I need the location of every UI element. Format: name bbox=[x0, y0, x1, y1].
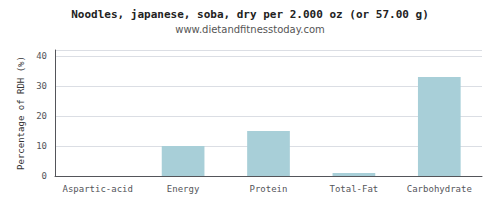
svg-text:20: 20 bbox=[36, 111, 47, 121]
svg-text:0: 0 bbox=[42, 171, 47, 181]
svg-text:40: 40 bbox=[36, 51, 47, 61]
svg-text:Aspartic-acid: Aspartic-acid bbox=[62, 184, 132, 194]
svg-text:30: 30 bbox=[36, 81, 47, 91]
svg-text:10: 10 bbox=[36, 141, 47, 151]
svg-text:Noodles, japanese, soba, dry p: Noodles, japanese, soba, dry per 2.000 o… bbox=[71, 8, 429, 21]
svg-text:Percentage of RDH (%): Percentage of RDH (%) bbox=[16, 56, 26, 170]
svg-text:Total-Fat: Total-Fat bbox=[330, 184, 379, 194]
svg-text:Energy: Energy bbox=[167, 184, 200, 194]
svg-text:Protein: Protein bbox=[250, 184, 288, 194]
svg-text:www.dietandfitnesstoday.com: www.dietandfitnesstoday.com bbox=[175, 24, 324, 35]
svg-text:Carbohydrate: Carbohydrate bbox=[407, 184, 472, 194]
